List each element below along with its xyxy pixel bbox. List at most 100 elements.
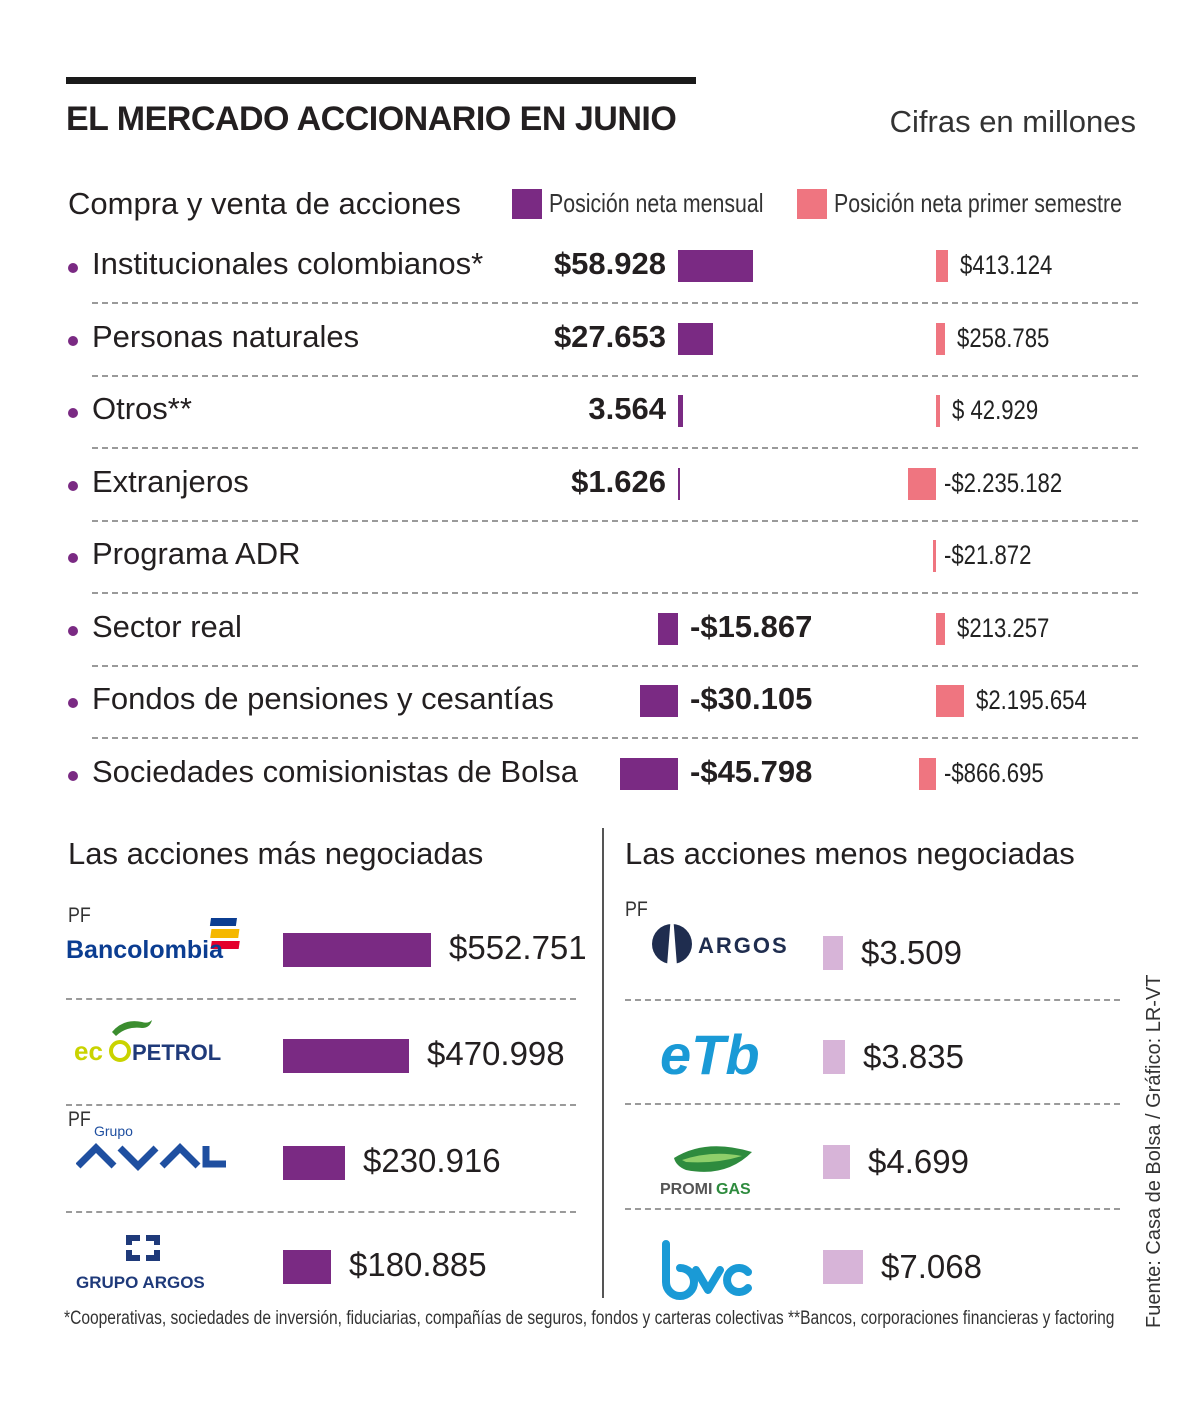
row-label: Otros** — [92, 391, 192, 426]
semester-value: -$21.872 — [944, 540, 1032, 570]
row-label: Fondos de pensiones y cesantías — [92, 681, 554, 716]
promigas-wordmark-b: GAS — [716, 1181, 751, 1196]
legend-label-semester: Posición neta primer semestre — [834, 188, 1122, 218]
semester-bar — [936, 685, 964, 717]
row-divider — [92, 664, 1138, 667]
source-credit: Fuente: Casa de Bolsa / Gráfico: LR-VT — [1143, 974, 1165, 1329]
row-label: Extranjeros — [92, 463, 249, 499]
legend-label-monthly: Posición neta mensual — [549, 188, 764, 218]
bancolombia-logo: Bancolombia — [66, 914, 246, 966]
monthly-value: 3.564 — [588, 391, 666, 426]
semester-bar — [936, 250, 948, 282]
row-bullet — [68, 480, 78, 491]
semester-bar — [936, 322, 945, 355]
monthly-bar — [678, 395, 683, 427]
stock-divider — [66, 998, 576, 1000]
stock-divider — [625, 999, 1120, 1001]
row-divider — [92, 519, 1138, 522]
row-divider — [92, 447, 1138, 449]
grupo-argos-wordmark: GRUPO ARGOS — [76, 1273, 205, 1292]
grupo-argos-logo: GRUPO ARGOS — [76, 1234, 221, 1292]
stock-divider — [66, 1104, 576, 1106]
monthly-value: -$15.867 — [690, 608, 813, 644]
etb-wordmark: eTb — [660, 1023, 760, 1084]
pf-mark: PF — [625, 898, 648, 921]
row-label: Institucionales colombianos* — [92, 246, 484, 281]
row-divider — [92, 737, 1138, 739]
stock-divider — [625, 1103, 1120, 1105]
semester-value: -$866.695 — [944, 757, 1044, 788]
monthly-value: -$30.105 — [690, 681, 813, 716]
section-title-trades: Compra y venta de acciones — [68, 186, 461, 221]
row-bullet — [68, 698, 78, 708]
legend-swatch-monthly — [512, 189, 542, 219]
section-title-most-traded: Las acciones más negociadas — [68, 836, 484, 871]
pf-mark: PF — [68, 1108, 91, 1131]
semester-bar — [908, 467, 936, 500]
semester-value: $213.257 — [957, 612, 1050, 643]
page-title: EL MERCADO ACCIONARIO EN JUNIO — [66, 100, 677, 138]
least-traded-bar — [823, 1250, 863, 1284]
units-note: Cifras en millones — [889, 104, 1136, 139]
monthly-bar — [678, 322, 713, 355]
monthly-bar — [658, 612, 678, 645]
most-traded-value: $180.885 — [349, 1246, 487, 1283]
least-traded-value: $4.699 — [868, 1143, 969, 1180]
most-traded-bar — [283, 1039, 409, 1073]
least-traded-bar — [823, 1145, 850, 1179]
stock-divider — [66, 1211, 576, 1213]
most-traded-value: $470.998 — [427, 1035, 565, 1072]
section-divider — [602, 828, 604, 1298]
header-rule — [66, 77, 696, 84]
row-divider — [92, 592, 1138, 594]
least-traded-value: $3.509 — [861, 934, 962, 971]
stock-divider — [625, 1208, 1120, 1210]
promigas-logo: PROMI GAS — [660, 1144, 770, 1196]
footnote: *Cooperativas, sociedades de inversión, … — [64, 1308, 1115, 1329]
monthly-bar — [640, 685, 678, 717]
semester-value: $413.124 — [960, 250, 1053, 280]
etb-logo: eTb — [660, 1018, 770, 1084]
monthly-value: -$45.798 — [690, 753, 813, 789]
least-traded-value: $7.068 — [881, 1248, 982, 1285]
semester-value: $ 42.929 — [952, 395, 1039, 425]
monthly-value: $1.626 — [571, 463, 666, 499]
semester-value: -$2.235.182 — [944, 467, 1063, 498]
least-traded-value: $3.835 — [863, 1038, 964, 1075]
most-traded-bar — [283, 1146, 345, 1180]
row-bullet — [68, 263, 78, 273]
monthly-value: $58.928 — [553, 246, 666, 281]
bancolombia-wordmark: Bancolombia — [66, 936, 224, 964]
monthly-value: $27.653 — [553, 318, 666, 354]
least-traded-bar — [823, 1040, 845, 1074]
bvc-logo — [660, 1240, 755, 1300]
grupo-aval-logo: Grupo — [76, 1120, 236, 1174]
ecopetrol-logo: ec PETROL — [72, 1016, 232, 1068]
promigas-wordmark-a: PROMI — [660, 1181, 712, 1196]
semester-value: $258.785 — [957, 322, 1050, 353]
row-bullet — [68, 408, 78, 418]
row-divider — [92, 374, 1138, 377]
semester-bar — [919, 757, 936, 790]
semester-bar — [936, 612, 945, 645]
row-bullet — [68, 553, 78, 563]
argos-logo: ARGOS — [650, 900, 790, 970]
row-bullet — [68, 770, 78, 781]
aval-small: Grupo — [94, 1123, 133, 1139]
row-label: Sociedades comisionistas de Bolsa — [92, 753, 578, 789]
section-title-least-traded: Las acciones menos negociadas — [625, 836, 1075, 871]
ecopetrol-wordmark-a: ec — [74, 1036, 103, 1066]
row-divider — [92, 302, 1138, 304]
most-traded-bar — [283, 933, 431, 967]
row-bullet — [68, 335, 78, 346]
most-traded-value: $552.751 — [449, 929, 587, 966]
argos-wordmark: ARGOS — [698, 933, 789, 958]
semester-bar — [933, 540, 936, 572]
ecopetrol-o — [109, 1040, 131, 1062]
ecopetrol-wordmark-b: PETROL — [132, 1040, 221, 1065]
legend-swatch-semester — [797, 189, 827, 219]
least-traded-bar — [823, 936, 843, 970]
semester-value: $2.195.654 — [976, 685, 1087, 715]
most-traded-bar — [283, 1250, 331, 1284]
semester-bar — [936, 395, 940, 427]
